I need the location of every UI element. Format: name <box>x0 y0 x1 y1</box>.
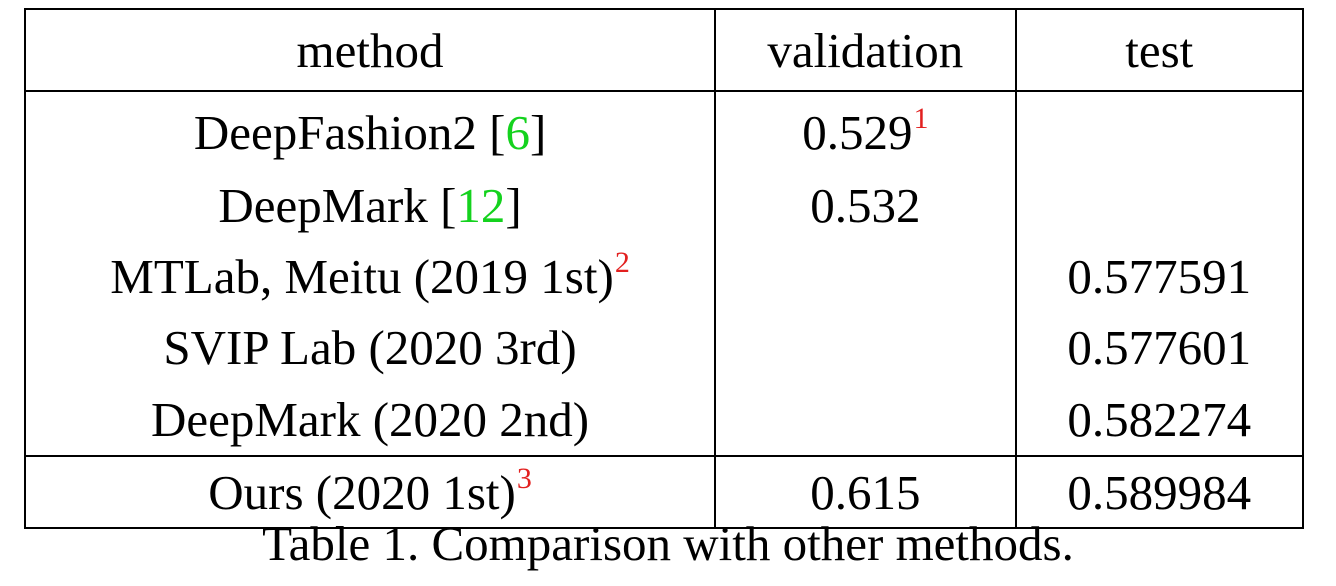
table-header-row: method validation test <box>23 8 1305 92</box>
table-caption: Table 1. Comparison with other methods. <box>262 516 1074 571</box>
method-name: MTLab, Meitu (2019 1st) <box>110 249 614 304</box>
method-cell: MTLab, Meitu (2019 1st)2 <box>23 241 716 312</box>
test-cell: 0.582274 <box>1014 383 1305 456</box>
method-name-end: ] <box>529 104 547 160</box>
validation-cell <box>714 312 1016 383</box>
table-row: DeepMark (2020 2nd) 0.582274 <box>23 383 1305 456</box>
method-name-end: ] <box>505 178 522 233</box>
footnote-marker[interactable]: 3 <box>516 461 532 495</box>
citation-link[interactable]: 12 <box>456 178 506 233</box>
method-cell: DeepFashion2 [6] <box>23 91 716 170</box>
column-header-validation: validation <box>714 8 1016 92</box>
citation-link[interactable]: 6 <box>505 104 530 160</box>
test-cell: 0.577591 <box>1014 241 1305 312</box>
table-row-ours: Ours (2020 1st)3 0.615 0.589984 <box>23 455 1305 529</box>
validation-value: 0.529 <box>802 104 913 160</box>
table-row: SVIP Lab (2020 3rd) 0.577601 <box>23 312 1305 383</box>
method-name: DeepMark [ <box>218 178 457 233</box>
method-cell: DeepMark (2020 2nd) <box>23 383 716 456</box>
validation-cell <box>714 241 1016 312</box>
test-cell: 0.577601 <box>1014 312 1305 383</box>
footnote-marker[interactable]: 1 <box>913 101 929 135</box>
test-cell-best: 0.589984 <box>1014 455 1305 529</box>
method-name: Ours (2020 1st) <box>208 464 516 520</box>
table-row: MTLab, Meitu (2019 1st)2 0.577591 <box>23 241 1305 312</box>
validation-cell: 0.5291 <box>714 91 1016 170</box>
footnote-marker[interactable]: 2 <box>614 246 630 279</box>
validation-cell: 0.532 <box>714 170 1016 241</box>
table-row: DeepMark [12] 0.532 <box>23 170 1305 241</box>
table-row: DeepFashion2 [6] 0.5291 <box>23 91 1305 170</box>
method-cell: SVIP Lab (2020 3rd) <box>23 312 716 383</box>
test-cell <box>1014 91 1305 170</box>
method-cell: DeepMark [12] <box>23 170 716 241</box>
validation-cell <box>714 383 1016 456</box>
method-name: DeepFashion2 [ <box>193 104 506 160</box>
method-cell: Ours (2020 1st)3 <box>23 455 716 529</box>
test-cell <box>1014 170 1305 241</box>
validation-cell-best: 0.615 <box>714 455 1016 529</box>
column-header-test: test <box>1014 8 1305 92</box>
column-header-method: method <box>23 8 716 92</box>
comparison-table: method validation test DeepFashion2 [6] … <box>23 8 1305 529</box>
